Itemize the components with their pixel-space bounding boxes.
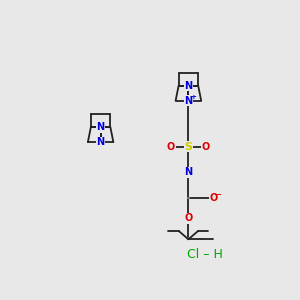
Text: O: O [202, 142, 210, 152]
Text: +: + [191, 94, 197, 100]
Text: S: S [184, 142, 192, 152]
Text: N: N [97, 122, 105, 132]
Text: O: O [184, 214, 193, 224]
Text: N: N [184, 167, 193, 177]
Text: −: − [214, 190, 221, 200]
Text: O: O [167, 142, 175, 152]
Text: O: O [210, 193, 218, 203]
Text: Cl – H: Cl – H [187, 248, 223, 261]
Text: N: N [184, 80, 193, 91]
Text: N: N [184, 96, 193, 106]
Text: N: N [97, 137, 105, 147]
